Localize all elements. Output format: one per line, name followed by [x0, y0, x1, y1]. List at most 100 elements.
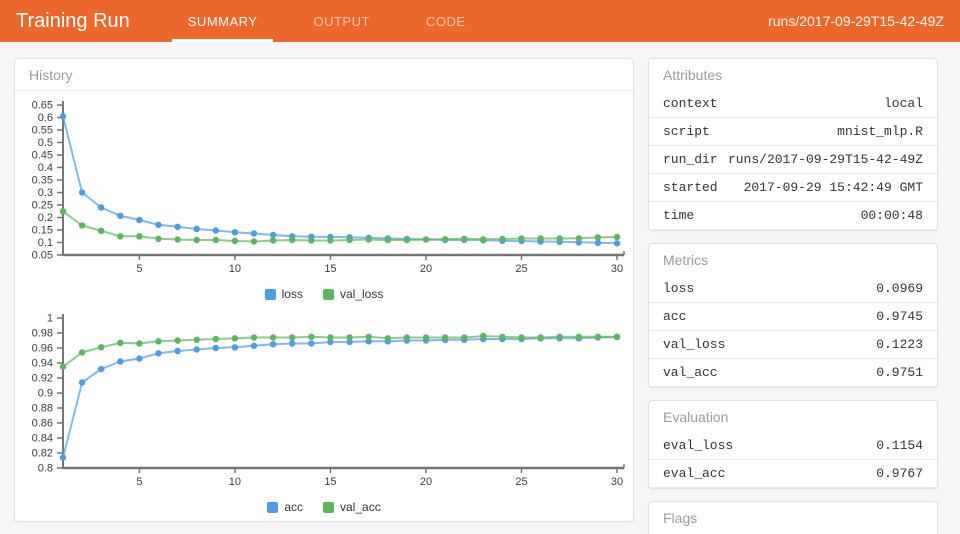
evaluation-table: eval_loss 0.1154 eval_acc 0.9767 [649, 432, 937, 488]
metrics-panel-title: Metrics [663, 252, 709, 268]
row-key: val_acc [663, 365, 718, 380]
app-header: Training Run SUMMARY OUTPUT CODE runs/20… [0, 0, 960, 42]
attributes-panel: Attributes context local script mnist_mlp.R… [648, 58, 938, 231]
row-key: loss [663, 281, 695, 296]
svg-text:0.5: 0.5 [38, 137, 53, 149]
legend-swatch-icon [264, 288, 276, 300]
svg-text:15: 15 [324, 476, 336, 488]
loss-chart: 0.05 0.1 0.15 0.2 0.25 0.3 0.35 0.4 0.45 0.5 0.55 0… [15, 91, 633, 304]
history-panel-title: History [15, 59, 633, 91]
legend-label: val_loss [339, 287, 384, 301]
row-value: 0.9767 [876, 466, 923, 481]
svg-text:5: 5 [136, 263, 142, 275]
row-value: 0.1154 [876, 438, 923, 453]
chart-legend: acc val_acc [15, 497, 633, 517]
legend-swatch-icon [267, 501, 279, 513]
table-row: context local [649, 90, 937, 118]
row-key: eval_loss [663, 438, 734, 453]
svg-text:0.94: 0.94 [32, 358, 53, 370]
table-row: started 2017-09-29 15:42:49 GMT [649, 174, 937, 202]
svg-text:0.86: 0.86 [32, 418, 53, 430]
svg-text:1: 1 [47, 313, 53, 325]
tab-output[interactable]: OUTPUT [313, 13, 370, 29]
row-key: time [663, 208, 695, 223]
row-key: run_dir [663, 152, 718, 167]
row-key: eval_acc [663, 466, 726, 481]
svg-text:20: 20 [420, 263, 432, 275]
flags-panel-title: Flags [663, 510, 698, 526]
svg-text:0.3: 0.3 [38, 187, 53, 199]
row-key: acc [663, 309, 687, 324]
svg-text:0.2: 0.2 [38, 212, 53, 224]
svg-text:0.84: 0.84 [32, 433, 53, 445]
svg-text:0.05: 0.05 [32, 250, 53, 262]
row-key: val_loss [663, 337, 726, 352]
row-value: mnist_mlp.R [837, 124, 923, 139]
row-value: runs/2017-09-29T15-42-49Z [727, 152, 923, 167]
svg-text:25: 25 [515, 263, 527, 275]
evaluation-panel: Evaluation eval_loss 0.1154 eval_acc 0.9767 [648, 400, 938, 489]
svg-text:30: 30 [611, 476, 623, 488]
side-panels: Attributes context local script mnist_mlp.R… [648, 58, 938, 534]
svg-text:0.25: 0.25 [32, 200, 53, 212]
table-row: loss 0.0969 [649, 275, 937, 303]
svg-text:20: 20 [420, 476, 432, 488]
chart-legend: loss val_loss [15, 284, 633, 304]
svg-text:10: 10 [229, 476, 241, 488]
row-value: 00:00:48 [860, 208, 923, 223]
svg-text:0.92: 0.92 [32, 373, 53, 385]
run-directory-label: runs/2017-09-29T15-42-49Z [768, 13, 944, 29]
legend-item: loss [264, 287, 303, 301]
table-row: script mnist_mlp.R [649, 118, 937, 146]
row-key: script [663, 124, 710, 139]
svg-text:15: 15 [324, 263, 336, 275]
svg-text:0.55: 0.55 [32, 125, 53, 137]
svg-text:0.1: 0.1 [38, 237, 53, 249]
attributes-panel-title: Attributes [663, 67, 723, 83]
legend-item: acc [267, 500, 303, 514]
svg-text:0.4: 0.4 [38, 162, 53, 174]
svg-text:0.45: 0.45 [32, 150, 53, 162]
row-value: 0.0969 [876, 281, 923, 296]
legend-label: loss [281, 287, 303, 301]
legend-item: val_acc [323, 500, 381, 514]
metrics-table: loss 0.0969 acc 0.9745 val_loss 0.1223 val_acc… [649, 275, 937, 387]
tab-bar: SUMMARY OUTPUT CODE [160, 0, 494, 42]
tab-code[interactable]: CODE [425, 13, 466, 29]
evaluation-panel-title: Evaluation [663, 409, 729, 425]
app-title: Training Run [16, 9, 130, 32]
svg-text:25: 25 [515, 476, 527, 488]
svg-text:0.82: 0.82 [32, 448, 53, 460]
svg-text:0.15: 0.15 [32, 225, 53, 237]
row-key: started [663, 180, 718, 195]
legend-label: acc [284, 500, 303, 514]
chart-svg: 0.80.820.840.860.880.90.920.940.960.9815… [32, 313, 625, 488]
history-panel: History 0.05 0.1 0.15 0.2 0.25 0.3 0.35 0.4 0.45… [14, 58, 634, 522]
svg-text:0.9: 0.9 [38, 388, 53, 400]
table-row: val_acc 0.9751 [649, 359, 937, 387]
chart-svg: 0.050.10.150.20.250.30.350.40.450.50.55 0… [32, 100, 625, 275]
svg-text:0.96: 0.96 [32, 343, 53, 355]
main-content: History 0.05 0.1 0.15 0.2 0.25 0.3 0.35 0.4 0.45… [0, 42, 960, 534]
attributes-table: context local script mnist_mlp.R run_dir runs… [649, 90, 937, 230]
svg-text:0.88: 0.88 [32, 403, 53, 415]
svg-text:0.65: 0.65 [32, 100, 53, 112]
row-value: 2017-09-29 15:42:49 GMT [743, 180, 923, 195]
svg-text:10: 10 [229, 263, 241, 275]
row-key: context [663, 96, 718, 111]
tab-summary[interactable]: SUMMARY [171, 0, 274, 42]
legend-swatch-icon [323, 501, 334, 513]
svg-text:0.35: 0.35 [32, 175, 53, 187]
row-value: local [883, 96, 923, 111]
legend-item: val_loss [322, 287, 384, 301]
legend-label: val_acc [340, 500, 381, 514]
table-row: time 00:00:48 [649, 202, 937, 230]
row-value: 0.9745 [876, 309, 923, 324]
svg-text:0.98: 0.98 [32, 328, 53, 340]
svg-text:5: 5 [136, 476, 142, 488]
accuracy-chart: 0.8 0.82 0.84 0.86 0.88 0.9 0.92 0.94 0.96 0.98 1 5… [15, 304, 633, 517]
flags-panel: Flags batch_size128dropout10.4 [648, 501, 938, 534]
table-row: eval_acc 0.9767 [649, 460, 937, 488]
table-row: run_dir runs/2017-09-29T15-42-49Z [649, 146, 937, 174]
legend-swatch-icon [322, 288, 334, 300]
